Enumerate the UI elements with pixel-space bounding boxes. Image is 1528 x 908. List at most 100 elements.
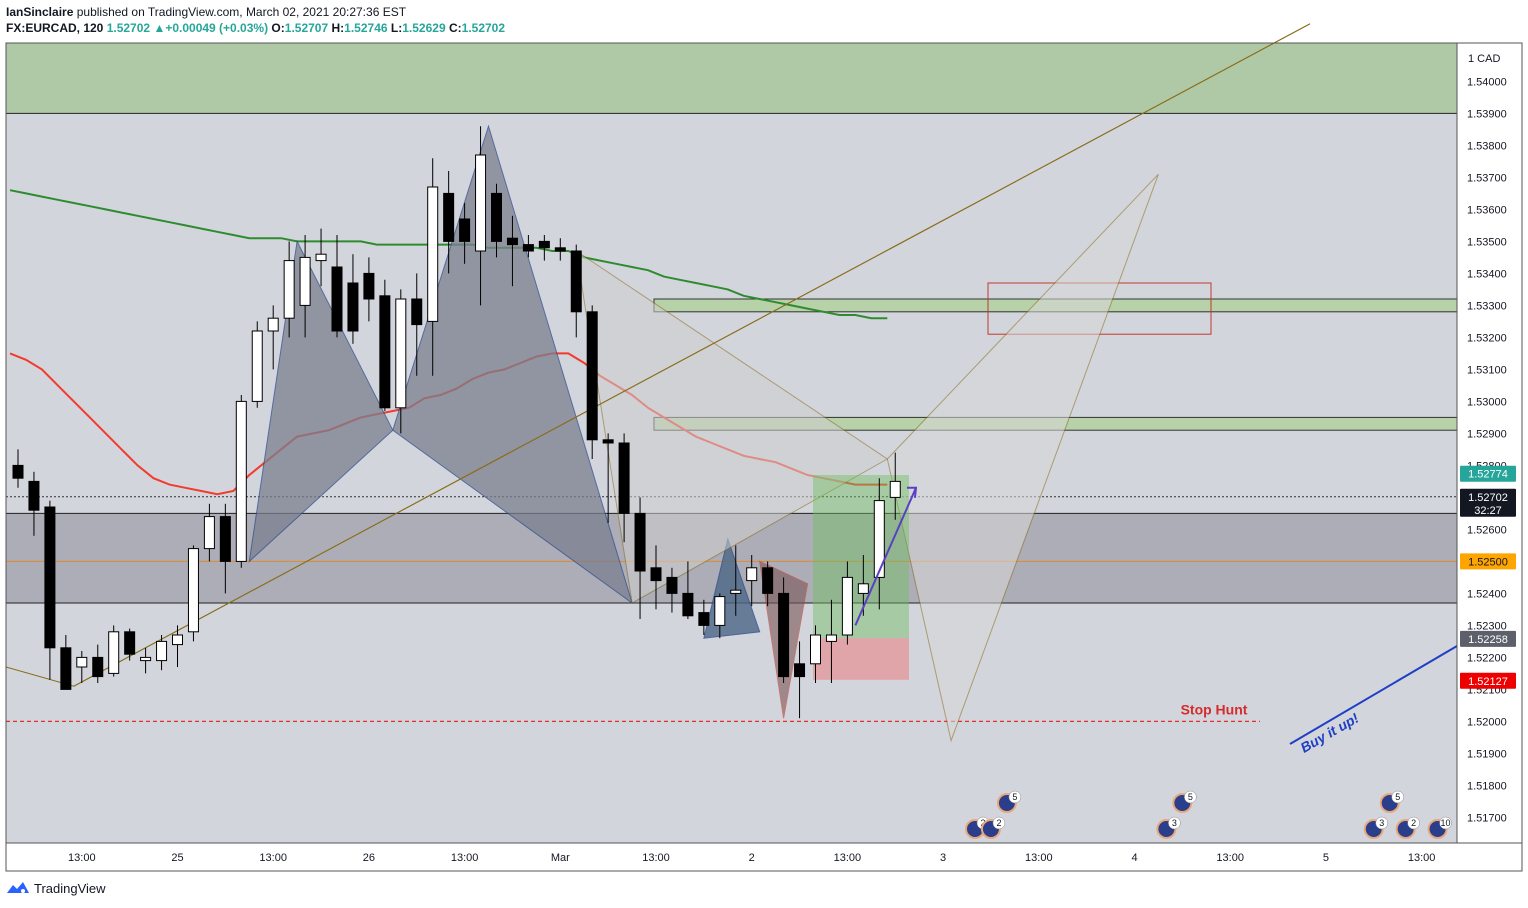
- position-loss-zone: [813, 638, 909, 680]
- publisher-name[interactable]: IanSinclaire: [6, 5, 74, 19]
- candle-up: [730, 589, 742, 594]
- time-tick-label: 13:00: [834, 852, 862, 864]
- price-tag-bg: [1460, 672, 1516, 689]
- time-tick-label: 13:00: [451, 852, 479, 864]
- candle-up: [187, 548, 199, 633]
- close-label: C:: [448, 21, 462, 35]
- candle-down: [682, 592, 694, 617]
- projected-pattern-2: [886, 173, 1159, 743]
- candle-down: [44, 506, 56, 649]
- event-badges: 2253535210: [965, 790, 1452, 839]
- bat-pattern-bcd: [392, 124, 634, 605]
- candle-down: [331, 266, 343, 332]
- supply-zone-top: [6, 43, 1457, 114]
- price-tick-label: 1.51800: [1467, 780, 1507, 792]
- candle-down: [60, 647, 72, 690]
- badge-count: 5: [1012, 792, 1017, 802]
- candle-up: [76, 656, 88, 668]
- price-change: +0.00049 (+0.03%): [165, 21, 269, 35]
- price-tag-bg: [1460, 630, 1516, 647]
- symbol[interactable]: FX:EURCAD, 120: [6, 21, 104, 35]
- candle-down: [92, 656, 104, 678]
- time-axis-labels: 13:00 25 13:00 26 13:00 Mar 13:00 2 13:00 3 13:00 4…: [68, 852, 1435, 864]
- chart-header: IanSinclaire published on TradingView.co…: [6, 4, 505, 36]
- price-tick-label: 1.52300: [1467, 620, 1507, 632]
- badge-count-bg: [1184, 790, 1197, 804]
- open-label: O:: [271, 21, 285, 35]
- low-label: L:: [390, 21, 403, 35]
- candle-down: [794, 663, 806, 678]
- trendline-rising: [73, 23, 1311, 687]
- candle-down: [586, 311, 598, 441]
- last-price: 1.52702: [106, 21, 151, 35]
- time-tick-label: 13:00: [259, 852, 287, 864]
- candle-down: [554, 247, 566, 252]
- time-tick-label: 13:00: [1216, 852, 1244, 864]
- price-axis[interactable]: [1457, 43, 1522, 843]
- price-tag-value: 1.52258: [1468, 634, 1508, 646]
- tradingview-logo-icon: [7, 882, 29, 893]
- candle-down: [411, 298, 423, 326]
- candle-down: [650, 567, 662, 582]
- price-tick-label: 1.53300: [1467, 300, 1507, 312]
- stop-hunt-label: Stop Hunt: [1181, 701, 1248, 717]
- candle-down: [28, 480, 40, 511]
- candles-layer: [12, 126, 901, 719]
- price-tick-label: 1.52900: [1467, 428, 1507, 440]
- price-tag-value: 1.52127: [1468, 676, 1508, 688]
- candle-up: [251, 330, 263, 402]
- candle-down: [459, 218, 471, 242]
- candle-down: [491, 192, 502, 242]
- price-tag-value: 1.52774: [1468, 469, 1508, 481]
- candle-down: [443, 192, 455, 242]
- time-tick-label: 2: [749, 852, 755, 864]
- price-tag-bg: [1460, 465, 1516, 482]
- candle-up: [172, 634, 183, 646]
- time-tick-label: 3: [940, 852, 946, 864]
- candle-up: [889, 480, 901, 498]
- time-tick-label: 13:00: [68, 852, 96, 864]
- time-axis[interactable]: [6, 843, 1522, 871]
- badge-count-bg: [1439, 816, 1452, 830]
- symbol-info: FX:EURCAD, 120 1.52702 ▲+0.00049 (+0.03%…: [6, 20, 505, 36]
- price-tick-label: 1.51700: [1467, 812, 1507, 824]
- candle-up: [427, 186, 439, 322]
- badge-count: 5: [1395, 792, 1400, 802]
- candle-down: [124, 631, 136, 655]
- footer-brand[interactable]: TradingView: [6, 880, 106, 896]
- time-tick-label: 5: [1323, 852, 1329, 864]
- brand-name: TradingView: [34, 880, 106, 896]
- price-tag-value: 1.52500: [1468, 556, 1508, 568]
- badge-count-bg: [1407, 816, 1420, 830]
- price-tick-label: 1.52600: [1467, 524, 1507, 536]
- candle-up: [299, 256, 311, 306]
- badge-count-bg: [1375, 816, 1388, 830]
- candle-up: [825, 634, 837, 642]
- candle-up: [108, 631, 120, 674]
- low-value: 1.52629: [402, 21, 446, 35]
- time-tick-label: 13:00: [1408, 852, 1436, 864]
- buy-trendline: [1289, 645, 1458, 745]
- price-tick-label: 1.53400: [1467, 268, 1507, 280]
- badge-count: 3: [1379, 818, 1384, 828]
- projected-pattern-1: [575, 249, 889, 604]
- badge-count: 2: [1411, 818, 1416, 828]
- publish-info: IanSinclaire published on TradingView.co…: [6, 4, 505, 20]
- price-tag-countdown: 32:27: [1474, 505, 1502, 517]
- candle-up: [841, 576, 853, 636]
- candle-up: [810, 634, 821, 665]
- candle-up: [140, 656, 152, 662]
- time-tick-label: Mar: [551, 852, 570, 864]
- price-tick-label: 1.53500: [1467, 236, 1507, 248]
- candle-up: [203, 516, 215, 550]
- candle-up: [395, 298, 407, 409]
- bat-pattern-xab: [248, 239, 394, 563]
- close-value: 1.52702: [461, 21, 506, 35]
- drawings-layer: [5, 23, 1311, 743]
- price-tick-label: 1.53900: [1467, 108, 1507, 120]
- change-arrow-icon: ▲: [153, 21, 166, 35]
- candle-up: [746, 567, 758, 582]
- candle-down: [570, 250, 582, 313]
